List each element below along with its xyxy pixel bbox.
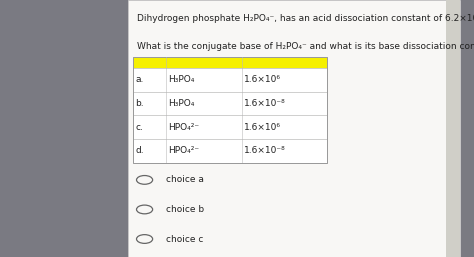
Text: H₃PO₄: H₃PO₄ xyxy=(168,99,195,108)
Text: HPO₄²⁻: HPO₄²⁻ xyxy=(168,123,200,132)
Text: c.: c. xyxy=(135,123,143,132)
Text: H₃PO₄: H₃PO₄ xyxy=(168,75,195,85)
Bar xyxy=(133,92,327,115)
Text: b.: b. xyxy=(135,99,144,108)
Text: 1.6×10⁶: 1.6×10⁶ xyxy=(244,75,281,85)
Bar xyxy=(133,57,327,68)
Text: Dihydrogen phosphate H₂PO₄⁻, has an acid dissociation constant of 6.2×10⁻⁷: Dihydrogen phosphate H₂PO₄⁻, has an acid… xyxy=(137,14,474,23)
Bar xyxy=(133,68,327,92)
Bar xyxy=(133,139,327,163)
Bar xyxy=(133,57,327,163)
Bar xyxy=(446,0,460,257)
Bar xyxy=(133,115,327,139)
Bar xyxy=(128,0,460,257)
Text: 1.6×10⁶: 1.6×10⁶ xyxy=(244,123,281,132)
Text: 1.6×10⁻⁸: 1.6×10⁻⁸ xyxy=(244,146,286,155)
Text: What is the conjugate base of H₂PO₄⁻ and what is its base dissociation constant?: What is the conjugate base of H₂PO₄⁻ and… xyxy=(137,42,474,51)
Text: d.: d. xyxy=(135,146,144,155)
Text: 1.6×10⁻⁸: 1.6×10⁻⁸ xyxy=(244,99,286,108)
Text: choice a: choice a xyxy=(166,175,204,185)
Text: choice c: choice c xyxy=(166,234,203,244)
Text: HPO₄²⁻: HPO₄²⁻ xyxy=(168,146,200,155)
Text: choice b: choice b xyxy=(166,205,204,214)
Text: a.: a. xyxy=(135,75,144,85)
